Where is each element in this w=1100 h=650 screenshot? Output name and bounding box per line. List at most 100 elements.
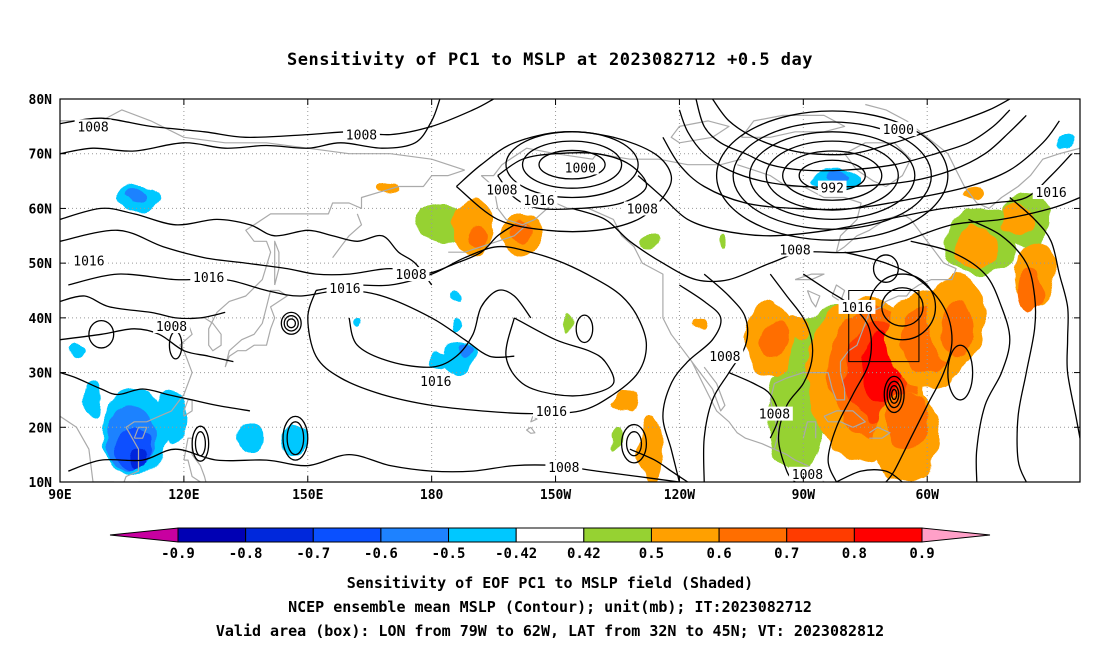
negative-sensitivity-patch (431, 353, 449, 370)
isobar (836, 469, 903, 482)
isobar (455, 130, 673, 233)
coastline (737, 164, 957, 450)
contour-label: 1000 (883, 123, 914, 138)
positive-sensitivity-patch (1001, 202, 1035, 236)
colorbar-swatch (650, 527, 720, 543)
isobar (60, 99, 494, 139)
caption-contour: NCEP ensemble mean MSLP (Contour); unit(… (288, 598, 812, 616)
negative-sensitivity-patch (128, 188, 149, 202)
isobar (844, 251, 953, 482)
negative-sensitivity-patch (1059, 134, 1076, 151)
coastline (869, 426, 891, 439)
negative-sensitivity-patch (456, 342, 473, 359)
contour-label: 1016 (73, 254, 104, 269)
positive-sensitivity-patch (613, 388, 639, 411)
contour-label: 1000 (565, 161, 596, 176)
colorbar-label: 0.7 (774, 546, 799, 562)
lat-tick-label: 50N (29, 257, 53, 272)
contour-label-bg (483, 182, 521, 197)
positive-sensitivity-patch (786, 317, 812, 340)
contour-label: 1008 (548, 461, 579, 476)
contour-label-bg (838, 299, 876, 314)
isobar (695, 99, 1011, 172)
contour-label: 1008 (779, 243, 810, 258)
isobar (505, 317, 615, 397)
coastline (831, 284, 846, 302)
contour-label-bg (520, 193, 558, 208)
contour-label: 1016 (420, 375, 451, 390)
contour-label: 1016 (329, 282, 360, 297)
isobar-closed (283, 315, 299, 332)
contour-label-bg (190, 269, 228, 284)
isobar-closed (947, 344, 974, 401)
negative-sensitivity-patch (84, 383, 102, 417)
colorbar-label: -0.9 (161, 546, 195, 562)
lon-tick-label: 120E (168, 488, 199, 503)
lat-tick-label: 70N (29, 148, 53, 163)
colorbar-label: 0.5 (639, 546, 664, 562)
isobar-closed (748, 131, 916, 221)
colorbar-high-extension (921, 527, 991, 543)
coastline (526, 426, 536, 434)
coastline (988, 147, 1080, 209)
negative-sensitivity-patch (154, 388, 189, 444)
colorbar-swatch (515, 527, 585, 543)
isobar (60, 295, 226, 320)
lat-tick-label: 80N (29, 93, 53, 108)
negative-sensitivity-patch (451, 316, 462, 330)
colorbar-label: 0.42 (567, 546, 601, 562)
isobar-closed (194, 431, 207, 457)
contour-label: 1008 (486, 183, 517, 198)
contour-label-bg (70, 253, 108, 268)
colorbar-swatch (380, 527, 450, 543)
lon-tick-label: 60W (915, 488, 939, 503)
contour-label-bg (817, 180, 847, 195)
colorbar-label: -0.42 (495, 546, 537, 562)
coastline (823, 410, 866, 428)
positive-sensitivity-patch (466, 224, 488, 247)
positive-sensitivity-patch (716, 235, 725, 247)
isobar-closed (538, 149, 606, 180)
contour-label: 1008 (792, 468, 823, 483)
colorbar-label: 0.6 (706, 546, 731, 562)
colorbar-swatch (583, 527, 652, 543)
positive-sensitivity-patch (691, 316, 709, 330)
isobar (60, 224, 515, 276)
positive-sensitivity-patch (638, 416, 663, 482)
lon-tick-label: 150W (540, 488, 571, 503)
contour-label: 1008 (709, 350, 740, 365)
lat-tick-label: 20N (29, 421, 53, 436)
coastline (133, 426, 148, 439)
isobar-closed (88, 319, 115, 349)
isobar-closed (620, 423, 648, 464)
positive-sensitivity-patch (960, 189, 986, 201)
lat-tick-label: 10N (29, 476, 53, 491)
isobar-closed (505, 131, 639, 199)
contour-label-bg (706, 349, 744, 364)
map-frame (59, 98, 1081, 483)
colorbar-swatch (245, 527, 314, 543)
colorbar-label: -0.5 (432, 546, 466, 562)
caption-shading: Sensitivity of EOF PC1 to MSLP field (Sh… (346, 574, 754, 592)
isobar-closed (886, 380, 902, 409)
negative-sensitivity-patch (282, 421, 308, 455)
sensitivity-shading (68, 134, 1076, 482)
colorbar-swatch (177, 527, 247, 543)
lon-tick-label: 120W (664, 488, 695, 503)
colorbar: -0.9 -0.8 -0.7 -0.6 -0.5 -0.42 0.42 0.5 0.6 0.7 0.… (109, 527, 991, 562)
colorbar-label: -0.6 (364, 546, 398, 562)
contour-label-bg (326, 280, 364, 295)
coastline (60, 169, 465, 482)
contour-label-bg (392, 267, 430, 282)
isobar-closed (282, 415, 309, 461)
isobar (60, 328, 234, 363)
positive-sensitivity-patch (612, 428, 623, 449)
contour-label-bg (879, 122, 917, 137)
isobar-closed (286, 318, 297, 329)
contour-labels: 1008 1008 1000 1008 1016 1008 1000 992 1016 1008 1… (70, 119, 1070, 483)
positive-sensitivity-patch (885, 394, 928, 450)
negative-sensitivity-patch (452, 289, 461, 303)
isobar (1009, 197, 1080, 439)
contour-label: 1008 (346, 129, 377, 144)
